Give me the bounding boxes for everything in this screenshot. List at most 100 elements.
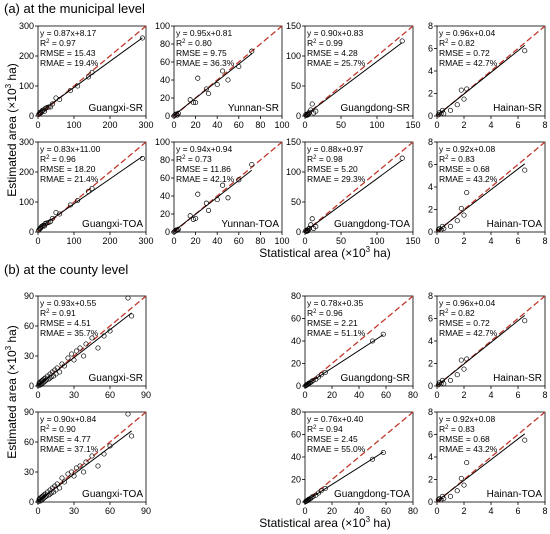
data-point — [461, 482, 467, 488]
y-tick-label: 4 — [428, 336, 433, 346]
panel-municipal-yunnan-sr: 0 20 40 60 80 100 0 20 40 60 80 100 y = 0.95x+0.81R2… — [155, 21, 290, 130]
y-tick-label: 60 — [160, 173, 170, 183]
y-tick-label: 100 — [155, 137, 170, 147]
data-point — [369, 456, 376, 462]
data-point — [71, 357, 77, 363]
x-tick-label: 2 — [461, 120, 466, 130]
data-point — [206, 207, 212, 213]
data-point — [461, 96, 467, 102]
rmae: RMAE = 42.7% — [439, 328, 498, 338]
data-point — [464, 190, 470, 196]
x-tick-label: 8 — [542, 390, 547, 400]
data-point — [438, 381, 444, 387]
y-tick-label: 40 — [160, 75, 170, 85]
panel-name: Yunnan-TOA — [221, 219, 279, 230]
x-tick-label: 0 — [302, 120, 307, 130]
data-point — [89, 335, 95, 341]
data-point — [249, 161, 255, 168]
x-tick-label: 8 — [542, 506, 547, 516]
data-point — [447, 377, 454, 383]
data-point — [435, 227, 441, 233]
data-point — [190, 99, 196, 106]
fit-equation: y = 0.76x+0.40 — [307, 414, 364, 424]
fit-equation: y = 0.96x+0.04 — [439, 298, 496, 308]
y-tick-label: 0 — [296, 111, 301, 121]
fit-line — [173, 169, 253, 232]
y-tick-label: 0 — [428, 227, 433, 237]
r-squared: R2 = 0.83 — [439, 424, 475, 434]
rmse: RMSE = 4.77 — [40, 434, 91, 444]
data-point — [309, 378, 315, 385]
rmse: RMSE = 0.72 — [439, 48, 490, 58]
fit-equation: y = 0.96x+0.04 — [439, 28, 496, 38]
data-point — [458, 87, 464, 93]
data-point — [214, 81, 220, 88]
data-point — [203, 86, 209, 92]
fit-line — [304, 334, 384, 387]
fit-equation: y = 0.90x+0.83 — [307, 28, 364, 38]
data-point — [81, 469, 87, 475]
data-point — [57, 96, 63, 103]
rmse: RMSE = 0.68 — [439, 164, 490, 174]
fit-equation: y = 0.90x+0.84 — [40, 414, 97, 424]
y-tick-label: 100 — [286, 51, 301, 61]
panel-name: Hainan-SR — [493, 373, 542, 384]
r-squared: R2 = 0.97 — [40, 38, 76, 48]
data-point — [522, 167, 528, 173]
rmae: RMAE = 43.2% — [439, 444, 498, 454]
one-to-one-line — [304, 295, 414, 387]
fit-equation: y = 0.93x+0.55 — [40, 298, 97, 308]
y-tick-label: 150 — [286, 137, 301, 147]
data-point — [310, 377, 316, 383]
data-point — [441, 226, 447, 232]
y-tick-label: 20 — [160, 93, 170, 103]
data-point — [225, 195, 231, 201]
x-tick-label: 80 — [255, 236, 265, 246]
x-tick-label: 50 — [336, 120, 346, 130]
panel-name: Guangdong-TOA — [334, 489, 410, 500]
y-tick-label: 60 — [291, 430, 301, 440]
y-tick-label: 0 — [165, 227, 170, 237]
x-tick-label: 0 — [35, 506, 40, 516]
data-point — [220, 182, 226, 188]
panel-name: Hainan-TOA — [487, 489, 543, 500]
data-point — [83, 341, 89, 347]
data-point — [310, 493, 316, 499]
one-to-one-line — [37, 141, 147, 233]
data-point — [461, 366, 467, 372]
fit-equation: y = 0.95x+0.81 — [176, 28, 233, 38]
data-point — [77, 463, 83, 469]
x-tick-label: 60 — [234, 120, 244, 130]
data-point — [458, 475, 464, 481]
y-axis-label-a: Estimated area (×103 ha) — [4, 63, 19, 197]
x-tick-label: 80 — [255, 120, 265, 130]
x-tick-label: 20 — [191, 236, 201, 246]
y-tick-label: 2 — [428, 475, 433, 485]
data-point — [49, 215, 55, 222]
x-tick-label: 6 — [515, 506, 520, 516]
data-point — [399, 155, 405, 161]
x-tick-label: 200 — [102, 120, 117, 130]
rmae: RMAE = 37.1% — [40, 444, 99, 454]
fit-line — [304, 42, 403, 116]
y-tick-label: 8 — [428, 291, 433, 301]
data-point — [40, 222, 46, 228]
data-point — [101, 451, 107, 457]
fit-line — [436, 44, 526, 116]
panel-name: Guangdong-TOA — [334, 219, 410, 230]
data-point — [441, 496, 447, 502]
x-tick-label: 80 — [408, 390, 418, 400]
data-point — [129, 433, 135, 439]
data-point — [195, 191, 201, 197]
y-tick-label: 300 — [19, 137, 34, 147]
data-point — [458, 357, 464, 363]
data-point — [236, 177, 242, 183]
data-point — [85, 188, 91, 195]
data-point — [306, 226, 312, 232]
y-tick-label: 8 — [428, 21, 433, 31]
data-point — [48, 374, 54, 380]
x-tick-label: 100 — [369, 236, 384, 246]
y-tick-label: 6 — [428, 430, 433, 440]
data-point — [380, 449, 386, 456]
rmse: RMSE = 0.72 — [439, 318, 490, 328]
